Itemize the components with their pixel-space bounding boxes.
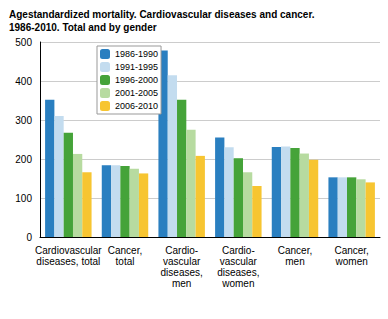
svg-text:Cancer,: Cancer,	[334, 245, 368, 256]
svg-text:400: 400	[15, 76, 32, 87]
svg-text:Cardio-: Cardio-	[165, 245, 198, 256]
svg-text:1986-2010. Total and by gender: 1986-2010. Total and by gender	[9, 22, 157, 33]
svg-text:200: 200	[15, 154, 32, 165]
svg-text:men: men	[285, 256, 304, 267]
svg-text:300: 300	[15, 115, 32, 126]
svg-text:Agestandardized mortality. Car: Agestandardized mortality. Cardiovascula…	[9, 9, 315, 20]
svg-text:total: total	[116, 256, 135, 267]
svg-text:men: men	[172, 278, 191, 289]
svg-text:0: 0	[26, 232, 32, 243]
svg-text:2001-2005: 2001-2005	[115, 88, 158, 98]
svg-text:diseases,: diseases,	[217, 267, 259, 278]
svg-text:Cancer,: Cancer,	[108, 245, 142, 256]
svg-text:women: women	[335, 256, 368, 267]
svg-text:diseases,: diseases,	[161, 267, 203, 278]
svg-text:1986-1990: 1986-1990	[115, 49, 158, 59]
svg-text:Cancer,: Cancer,	[278, 245, 312, 256]
svg-text:500: 500	[15, 37, 32, 48]
svg-text:100: 100	[15, 193, 32, 204]
svg-text:vascular: vascular	[220, 256, 258, 267]
svg-text:women: women	[221, 278, 254, 289]
svg-text:1996-2000: 1996-2000	[115, 75, 158, 85]
svg-text:Cardiovascular: Cardiovascular	[35, 245, 102, 256]
svg-text:Cardio-: Cardio-	[222, 245, 255, 256]
svg-text:vascular: vascular	[163, 256, 201, 267]
svg-text:diseases, total: diseases, total	[36, 256, 100, 267]
svg-text:1991-1995: 1991-1995	[115, 62, 158, 72]
svg-text:2006-2010: 2006-2010	[115, 101, 158, 111]
